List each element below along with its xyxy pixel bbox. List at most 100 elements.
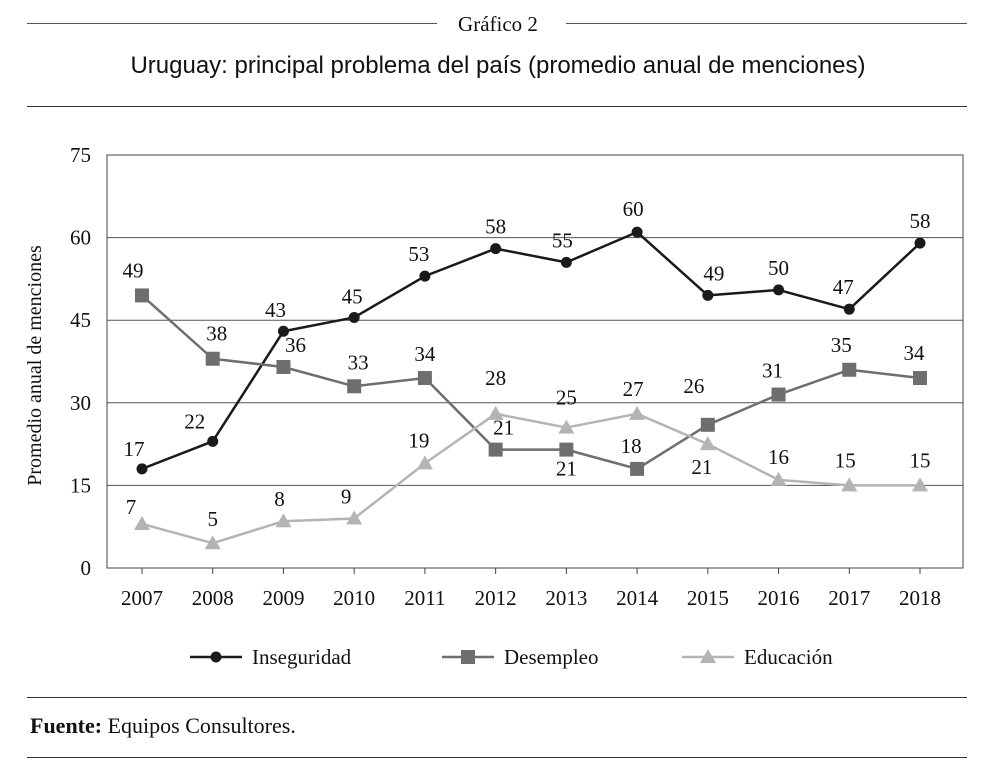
inseguridad-point xyxy=(914,237,926,249)
chart-title: Uruguay: principal problema del país (pr… xyxy=(130,52,866,79)
educación-data-label: 16 xyxy=(768,445,789,469)
inseguridad-data-label: 50 xyxy=(768,256,789,280)
desempleo-point xyxy=(700,417,715,432)
x-tick-label: 2010 xyxy=(333,586,375,610)
educación-data-label: 28 xyxy=(485,366,506,390)
educación-point xyxy=(912,477,928,492)
educación-point xyxy=(558,419,575,434)
y-tick-label: 45 xyxy=(70,308,91,332)
educación-data-label: 8 xyxy=(274,487,285,511)
desempleo-data-label: 34 xyxy=(414,342,436,366)
inseguridad-data-label: 43 xyxy=(265,298,286,322)
x-tick-label: 2011 xyxy=(404,586,445,610)
title-rule xyxy=(27,106,967,107)
plot-frame xyxy=(106,154,964,569)
inseguridad-data-label: 55 xyxy=(552,228,573,252)
series-line-educación xyxy=(141,412,920,545)
x-tick-label: 2017 xyxy=(828,586,870,610)
kicker-label: Gráfico 2 xyxy=(450,12,546,36)
desempleo-data-label: 18 xyxy=(621,434,642,458)
desempleo-point xyxy=(488,442,503,457)
source-label: Fuente: xyxy=(30,713,103,738)
educación-data-label: 27 xyxy=(623,377,644,401)
y-tick-label: 15 xyxy=(70,473,91,497)
x-tick-label: 2016 xyxy=(758,586,800,610)
inseguridad-point xyxy=(560,256,572,268)
desempleo-data-label: 38 xyxy=(206,322,227,346)
desempleo-data-label: 36 xyxy=(285,333,306,357)
desempleo-data-label: 34 xyxy=(904,341,926,365)
series-line-inseguridad xyxy=(141,230,921,471)
desempleo-data-label: 31 xyxy=(762,359,783,383)
educación-point xyxy=(770,471,787,486)
kicker-rule-right xyxy=(566,23,967,24)
inseguridad-data-label: 22 xyxy=(184,409,205,433)
desempleo-point xyxy=(842,362,857,377)
educación-data-label: 21 xyxy=(691,455,712,479)
educación-point xyxy=(487,405,504,420)
desempleo-point xyxy=(630,461,645,476)
desempleo-point xyxy=(417,371,432,386)
desempleo-data-label: 21 xyxy=(493,416,514,440)
desempleo-point xyxy=(347,379,362,394)
inseguridad-point xyxy=(702,289,714,301)
x-tick-label: 2014 xyxy=(616,586,659,610)
inseguridad-data-label: 58 xyxy=(910,209,931,233)
inseguridad-point xyxy=(277,325,289,337)
y-tick-label: 75 xyxy=(70,143,91,167)
educación-point xyxy=(629,405,646,420)
y-tick-label: 60 xyxy=(70,226,91,250)
desempleo-point xyxy=(205,351,220,366)
desempleo-point xyxy=(913,371,927,386)
source-rule-bottom xyxy=(27,757,967,758)
x-tick-label: 2007 xyxy=(121,586,163,610)
legend-marker xyxy=(461,650,475,664)
inseguridad-point xyxy=(490,243,502,255)
source-text: Equipos Consultores. xyxy=(107,713,296,738)
desempleo-point xyxy=(135,288,149,303)
educación-point xyxy=(841,477,858,492)
legend-label: Inseguridad xyxy=(252,645,352,669)
desempleo-data-label: 35 xyxy=(831,333,852,357)
inseguridad-point xyxy=(136,463,148,475)
inseguridad-point xyxy=(419,270,431,282)
desempleo-data-label: 21 xyxy=(556,457,577,481)
chart-kicker: Gráfico 2 xyxy=(0,4,996,40)
desempleo-point xyxy=(559,442,574,457)
educación-data-label: 15 xyxy=(835,448,856,472)
y-tick-label: 0 xyxy=(81,556,92,580)
x-tick-label: 2015 xyxy=(687,586,729,610)
educación-data-label: 7 xyxy=(126,495,137,519)
kicker-rule-left xyxy=(27,23,437,24)
desempleo-data-label: 49 xyxy=(123,258,144,282)
inseguridad-data-label: 45 xyxy=(342,284,363,308)
source-rule-top xyxy=(27,697,967,698)
educación-point xyxy=(275,513,292,528)
legend-label: Desempleo xyxy=(504,645,598,669)
educación-point xyxy=(204,535,221,550)
inseguridad-data-label: 49 xyxy=(703,261,724,285)
educación-data-label: 25 xyxy=(556,386,577,410)
inseguridad-data-label: 58 xyxy=(485,215,506,239)
desempleo-data-label: 33 xyxy=(348,350,369,374)
educación-data-label: 15 xyxy=(910,448,931,472)
x-tick-label: 2018 xyxy=(899,586,941,610)
desempleo-point xyxy=(276,360,291,375)
inseguridad-point xyxy=(207,435,219,447)
educación-data-label: 5 xyxy=(207,507,218,531)
y-axis-title: Promedio anual de menciones xyxy=(24,245,46,486)
educación-point xyxy=(416,455,433,470)
educación-point xyxy=(346,510,363,525)
educación-point xyxy=(134,515,150,530)
x-tick-label: 2013 xyxy=(545,586,587,610)
educación-point xyxy=(699,436,716,451)
inseguridad-point xyxy=(843,303,855,315)
x-tick-label: 2009 xyxy=(262,586,304,610)
x-tick-label: 2012 xyxy=(475,586,517,610)
legend-label: Educación xyxy=(744,645,833,669)
desempleo-point xyxy=(771,387,786,402)
legend-marker xyxy=(700,649,716,663)
desempleo-data-label: 26 xyxy=(683,374,704,398)
x-tick-label: 2008 xyxy=(192,586,234,610)
